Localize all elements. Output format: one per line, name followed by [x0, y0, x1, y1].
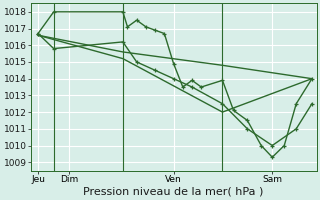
X-axis label: Pression niveau de la mer( hPa ): Pression niveau de la mer( hPa ) [84, 187, 264, 197]
